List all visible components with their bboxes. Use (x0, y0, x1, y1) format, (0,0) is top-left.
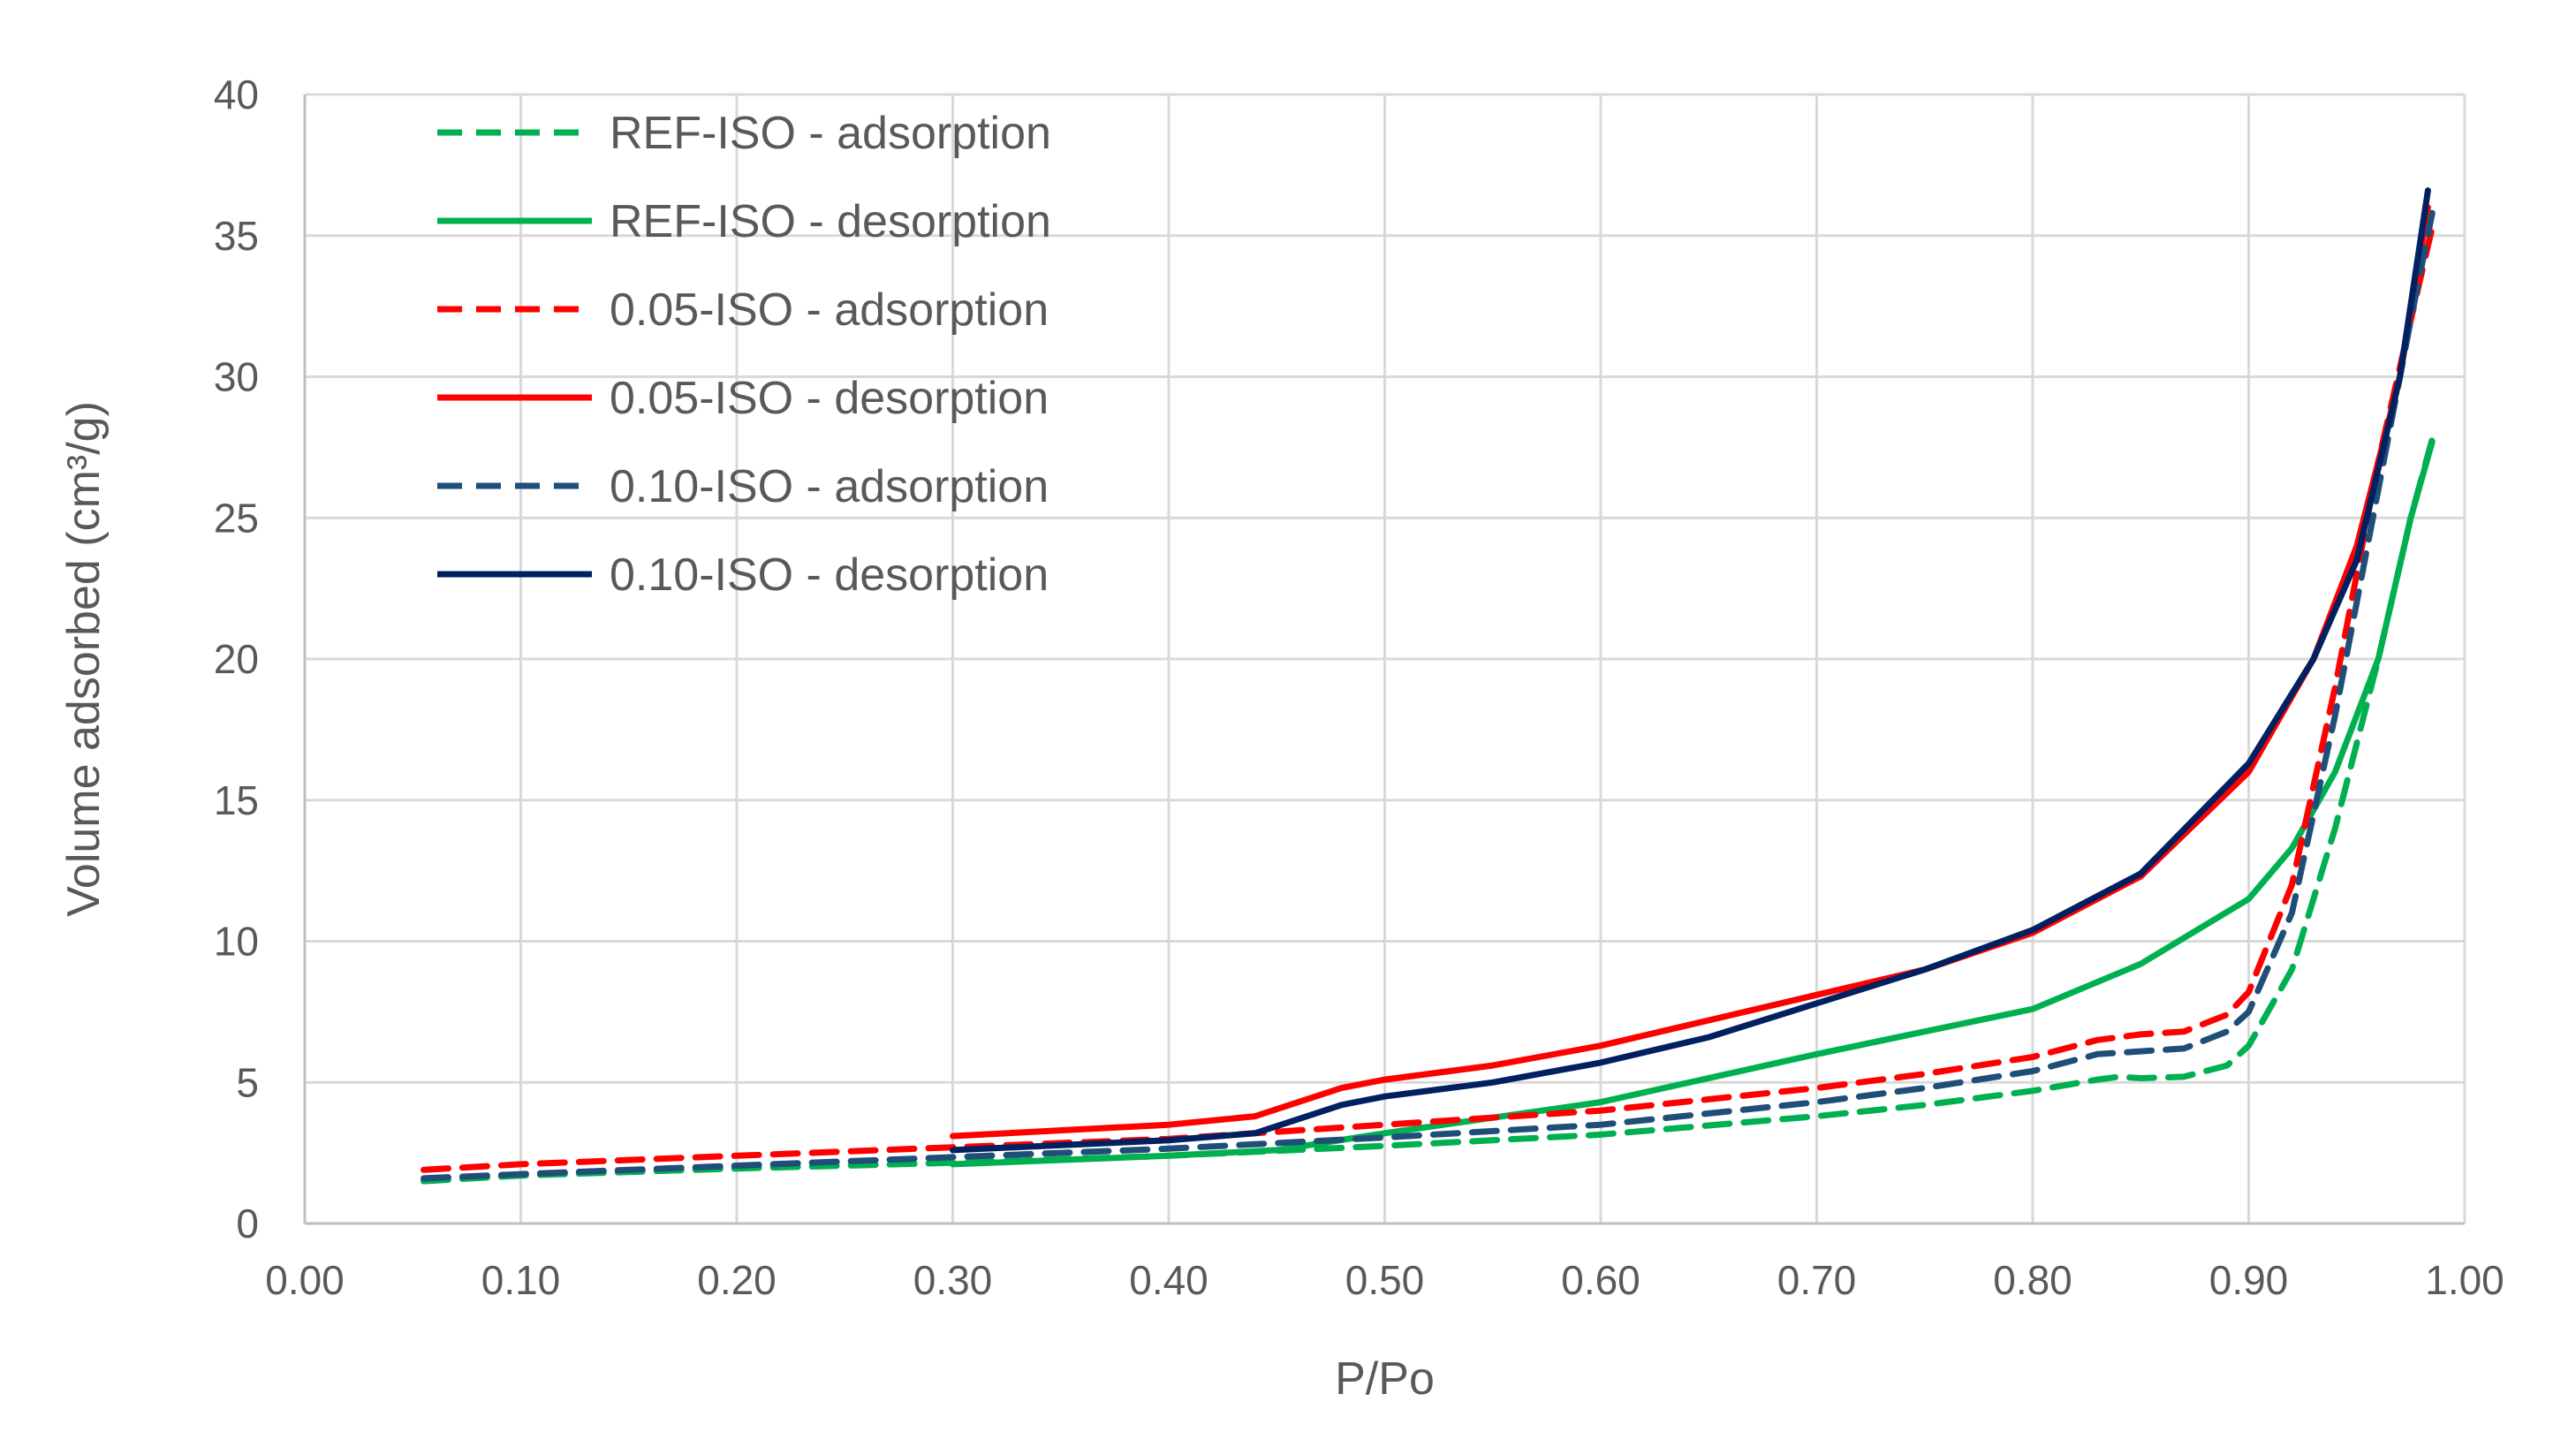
y-tick-label: 25 (214, 495, 259, 541)
x-tick-label: 0.30 (913, 1257, 993, 1303)
y-tick-label: 30 (214, 354, 259, 400)
axes: 0.00 0.10 0.20 0.30 0.40 0.50 0.60 0.70 0.80 0.90… (214, 72, 2504, 1303)
x-tick-label: 0.00 (265, 1257, 345, 1303)
series-line-4 (420, 209, 2436, 1182)
legend-label-3: 0.05-ISO - desorption (610, 373, 1049, 424)
legend: REF-ISO - adsorption REF-ISO - desorption… (437, 108, 1051, 601)
y-tick-label: 0 (236, 1201, 259, 1246)
x-tick-label: 0.90 (2209, 1257, 2289, 1303)
series-line-3 (950, 204, 2431, 1140)
y-axis-title: Volume adsorbed (cm³/g) (58, 401, 110, 917)
y-tick-label: 10 (214, 919, 259, 965)
y-tick-label: 40 (214, 72, 259, 117)
series-line-2 (420, 223, 2436, 1173)
x-tick-label: 0.80 (1993, 1257, 2072, 1303)
y-tick-label: 35 (214, 213, 259, 259)
x-tick-label: 0.50 (1345, 1257, 1425, 1303)
legend-label-4: 0.10-ISO - adsorption (610, 461, 1049, 512)
series-line-5 (950, 187, 2431, 1154)
series-line-1 (950, 438, 2436, 1168)
x-axis-title: P/Po (1335, 1353, 1435, 1405)
y-tick-label: 15 (214, 777, 259, 823)
grid (305, 93, 2466, 1224)
x-tick-label: 0.60 (1561, 1257, 1640, 1303)
y-tick-label: 5 (236, 1059, 259, 1105)
x-tick-label: 0.40 (1129, 1257, 1208, 1303)
x-tick-label: 1.00 (2425, 1257, 2504, 1303)
y-tick-label: 20 (214, 636, 259, 682)
legend-label-2: 0.05-ISO - adsorption (610, 284, 1049, 336)
x-tick-label: 0.20 (697, 1257, 777, 1303)
legend-label-1: REF-ISO - desorption (610, 196, 1051, 247)
x-tick-label: 0.10 (481, 1257, 561, 1303)
series-group (420, 187, 2436, 1185)
legend-label-0: REF-ISO - adsorption (610, 108, 1051, 159)
legend-label-5: 0.10-ISO - desorption (610, 549, 1049, 601)
x-tick-label: 0.70 (1777, 1257, 1857, 1303)
